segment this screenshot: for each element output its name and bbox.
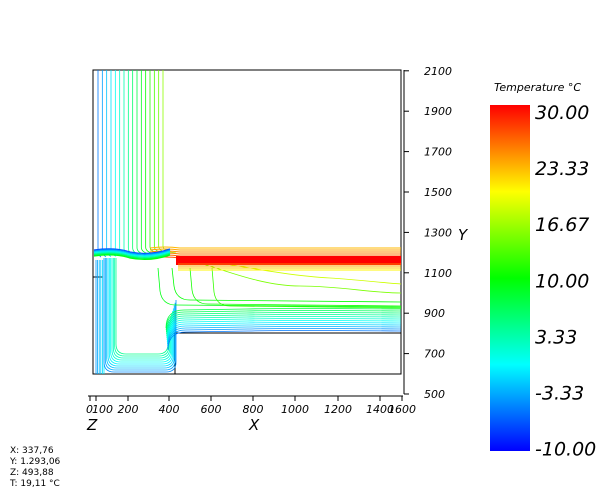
colorbar-gradient: [490, 105, 530, 451]
probe-t: T: 19,11 °C: [10, 479, 60, 489]
colorbar-tick-label: 16.67: [535, 214, 589, 236]
x-tick-label: 200: [118, 403, 139, 416]
isotherm-line: [149, 254, 401, 257]
isotherm-line: [157, 267, 402, 308]
isotherm-line: [93, 253, 171, 260]
x-tick-label: 1600: [388, 403, 416, 416]
isotherm-line: [167, 328, 402, 349]
isotherm-line: [167, 324, 402, 345]
colorbar-legend: Temperature °C 30.00 23.33 16.67 10.00 3.33 -…: [490, 81, 596, 461]
isotherm-line: [123, 70, 132, 256]
isotherm-line: [106, 70, 112, 257]
x-tick-label: 600: [201, 403, 222, 416]
isotherm-line: [149, 248, 401, 251]
isotherm-line: [149, 252, 401, 255]
isotherm-line: [114, 70, 122, 257]
y-tick-label: 500: [424, 388, 445, 401]
isotherm-line: [110, 258, 172, 363]
isotherm-line: [189, 267, 402, 307]
isotherm-line: [114, 258, 170, 357]
isotherm-line: [171, 267, 402, 303]
isotherm-line: [165, 312, 402, 333]
isotherm-line: [149, 250, 401, 253]
y-tick-label: 2100: [424, 65, 452, 78]
isotherm-line: [112, 258, 171, 359]
isotherm-line: [93, 250, 171, 257]
isotherm-line: [211, 267, 402, 309]
isotherm-line: [93, 252, 171, 259]
colorbar-tick-label: -10.00: [535, 439, 596, 461]
colorbar-title: Temperature °C: [494, 81, 581, 94]
isotherm-line: [140, 70, 152, 255]
isotherm-line: [93, 251, 171, 258]
probe-readout: X: 337,76 Y: 1.293,06 Z: 493,88 T: 19,11…: [10, 446, 60, 490]
isotherm-line: [107, 258, 174, 367]
isotherm-line: [93, 249, 171, 256]
isotherm-plot: [93, 70, 402, 374]
x-axis-title: X: [248, 416, 260, 434]
isotherm-line: [162, 70, 177, 254]
x-tick-label: 1400: [366, 403, 394, 416]
y-tick-label: 700: [424, 348, 445, 361]
x-tick-label: 800: [243, 403, 264, 416]
isotherm-line: [166, 320, 402, 341]
isotherm-line: [93, 248, 171, 255]
probe-z: Z: 493,88: [10, 468, 54, 478]
y-tick-label: 1500: [424, 186, 452, 199]
isotherm-line: [111, 258, 172, 361]
isotherm-line: [97, 70, 102, 258]
isotherm-line: [167, 326, 402, 347]
isotherm-line: [166, 322, 402, 343]
colorbar-tick-label: 10.00: [535, 270, 589, 292]
isotherm-line: [93, 254, 171, 261]
isotherm-line: [213, 261, 402, 285]
y-tick-label: 900: [424, 307, 445, 320]
probe-x: X: 337,76: [10, 446, 54, 456]
isotherm-line: [166, 318, 402, 339]
y-axis: 500 700 900 1100 1300 1500 1700 1900 2100 Y: [403, 65, 469, 401]
isotherm-line: [158, 70, 172, 254]
isotherm-line: [167, 330, 402, 351]
y-tick-label: 1900: [424, 105, 452, 118]
isotherm-line: [104, 258, 176, 371]
isotherm-line: [127, 70, 137, 256]
isotherm-line: [166, 316, 402, 337]
hot-band: [176, 256, 401, 265]
z-tick-label: 0: [86, 403, 93, 416]
y-tick-label: 1100: [424, 267, 452, 280]
x-tick-label: 1200: [324, 403, 352, 416]
colorbar-tick-label: -3.33: [535, 383, 584, 405]
isotherm-line: [165, 310, 402, 331]
isotherm-line: [149, 70, 162, 255]
isotherm-line: [195, 261, 402, 294]
isotherm-line: [103, 258, 177, 373]
isotherm-line: [101, 70, 107, 258]
y-tick-label: 1300: [424, 226, 452, 239]
z-axis-title: Z: [86, 416, 98, 434]
y-axis-title: Y: [458, 226, 469, 244]
isotherm-line: [166, 314, 402, 335]
isotherm-line: [115, 258, 169, 355]
x-tick-label: 1000: [281, 403, 309, 416]
colorbar-tick-label: 23.33: [535, 158, 589, 180]
isotherm-line: [106, 258, 175, 369]
z-tick-label: 100: [92, 403, 113, 416]
y-tick-label: 1700: [424, 146, 452, 159]
colorbar-tick-label: 3.33: [535, 326, 577, 348]
isotherm-line: [153, 70, 167, 254]
x-tick-label: 400: [159, 403, 180, 416]
colorbar-tick-label: 30.00: [535, 102, 589, 124]
isotherm-line: [149, 246, 401, 249]
isotherm-line: [165, 308, 402, 329]
probe-y: Y: 1.293,06: [10, 457, 61, 467]
isotherm-line: [119, 70, 127, 257]
isotherm-line: [108, 258, 173, 365]
